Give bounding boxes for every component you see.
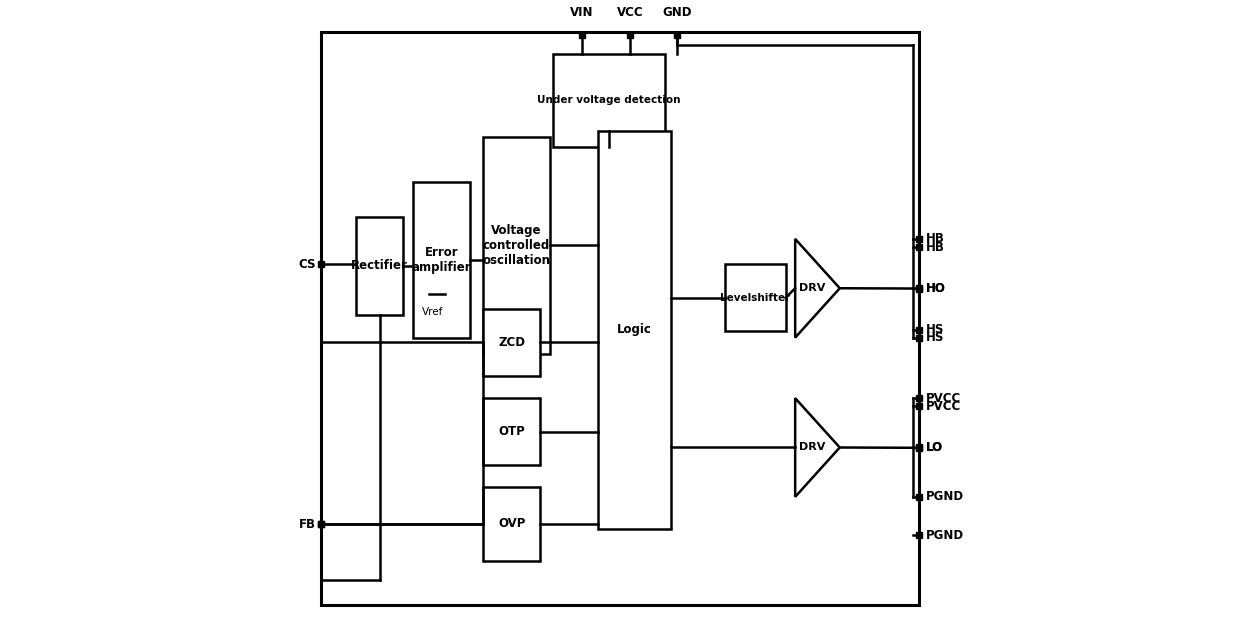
Bar	[598, 131, 671, 529]
Text: LO: LO	[926, 441, 942, 454]
Text: HO: HO	[926, 282, 946, 295]
Text: OVP: OVP	[498, 517, 526, 531]
Text: PGND: PGND	[926, 490, 963, 503]
Text: GND: GND	[662, 6, 692, 19]
Text: DRV: DRV	[799, 283, 826, 293]
Text: Error
amplifier: Error amplifier	[412, 246, 471, 273]
Text: HS: HS	[926, 331, 944, 344]
Text: HB: HB	[926, 233, 945, 245]
Text: Vref: Vref	[422, 307, 443, 317]
Text: LO: LO	[926, 441, 942, 454]
Text: PVCC: PVCC	[926, 400, 961, 413]
Polygon shape	[795, 398, 839, 497]
Text: FB: FB	[299, 518, 315, 531]
Text: OTP: OTP	[498, 425, 525, 438]
Text: VCC: VCC	[616, 6, 644, 19]
Text: PVCC: PVCC	[926, 392, 961, 404]
Text: ZCD: ZCD	[498, 336, 526, 349]
Text: PGND: PGND	[926, 529, 963, 541]
Bar	[484, 137, 549, 354]
Bar	[484, 309, 541, 376]
Bar	[484, 487, 541, 561]
Text: HB: HB	[926, 241, 945, 254]
Text: HO: HO	[926, 282, 946, 295]
Bar	[356, 217, 403, 315]
Text: CS: CS	[298, 258, 315, 271]
Bar	[553, 54, 665, 147]
Text: VIN: VIN	[570, 6, 594, 19]
Text: Logic: Logic	[616, 323, 652, 336]
Text: HS: HS	[926, 324, 944, 336]
Text: DRV: DRV	[799, 443, 826, 452]
Polygon shape	[795, 239, 839, 338]
Bar	[725, 264, 786, 331]
Text: Levelshifter: Levelshifter	[720, 293, 790, 303]
Text: Under voltage detection: Under voltage detection	[537, 96, 681, 105]
Bar	[413, 182, 470, 338]
Text: Voltage
controlled
oscillation: Voltage controlled oscillation	[482, 224, 551, 267]
Text: Rectifier: Rectifier	[351, 259, 408, 273]
Bar	[484, 398, 541, 465]
